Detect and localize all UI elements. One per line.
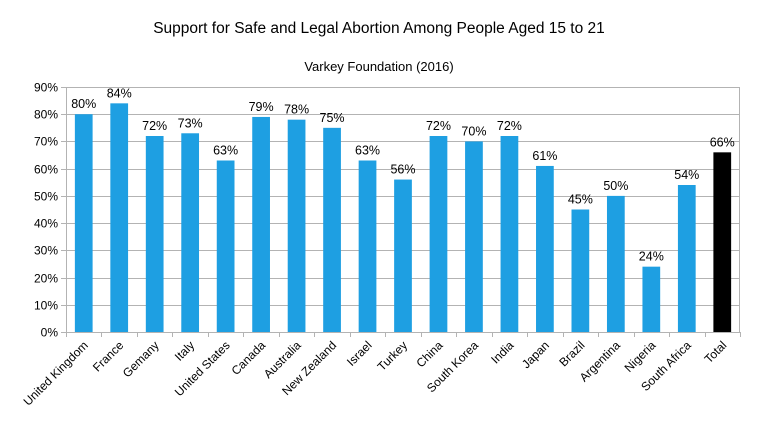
data-label: 73% [178, 116, 203, 130]
x-tick-label: China [414, 338, 446, 370]
bar [429, 136, 448, 332]
data-label: 50% [603, 179, 628, 193]
y-tick-label: 50% [34, 190, 58, 204]
bar [74, 114, 93, 332]
data-label: 72% [426, 119, 451, 133]
y-tick-label: 70% [34, 135, 58, 149]
bar [110, 103, 129, 332]
x-tick-label: Italy [172, 338, 197, 363]
data-label: 72% [497, 119, 522, 133]
data-label: 80% [71, 97, 96, 111]
x-tick-label: India [488, 338, 517, 367]
bar [500, 136, 519, 332]
x-tick-label: Israel [344, 338, 375, 369]
data-label: 54% [674, 168, 699, 182]
bar [677, 185, 696, 332]
y-tick-label: 0% [41, 326, 59, 340]
data-label: 79% [249, 100, 274, 114]
data-labels: 80% 84% 72% 73% 63% 79% 78% 75% 63% 56% 72% 70% 72% 6… [71, 86, 735, 263]
y-tick-label: 60% [34, 163, 58, 177]
chart-subtitle: Varkey Foundation (2016) [304, 59, 453, 74]
bar [181, 133, 200, 332]
bars [74, 103, 732, 333]
data-label: 78% [284, 103, 309, 117]
x-tick-label: Total [702, 338, 730, 366]
bar [465, 141, 483, 332]
x-tick-label: Turkey [375, 338, 411, 374]
data-label: 84% [107, 86, 132, 100]
bar [358, 160, 377, 332]
y-tick-label: 80% [34, 108, 58, 122]
y-tick-label: 30% [34, 244, 58, 258]
x-tick-label: Gemany [120, 338, 162, 380]
data-label: 63% [213, 144, 238, 158]
data-label: 66% [710, 135, 735, 149]
y-tick-label: 90% [34, 81, 58, 95]
bar [145, 136, 164, 332]
data-label: 61% [532, 149, 557, 163]
y-tick-label: 40% [34, 217, 58, 231]
bar [216, 160, 235, 332]
data-label: 24% [639, 250, 664, 264]
y-tick-label: 20% [34, 272, 58, 286]
bar [606, 195, 625, 332]
data-label: 45% [568, 193, 593, 207]
data-label: 70% [461, 124, 486, 138]
bar [642, 266, 661, 332]
bar [252, 116, 270, 332]
bar [287, 119, 306, 333]
data-label: 72% [142, 119, 167, 133]
x-tick-label: Brazil [556, 338, 587, 369]
y-tick-label: 10% [34, 299, 58, 313]
chart-title: Support for Safe and Legal Abortion Amon… [153, 20, 605, 37]
data-label: 63% [355, 144, 380, 158]
data-label: 56% [390, 163, 415, 177]
bar [536, 165, 554, 332]
bar [394, 179, 412, 332]
bar [323, 127, 341, 332]
bar [713, 152, 732, 332]
data-label: 75% [320, 111, 345, 125]
y-axis-ticks: 0% 10% 20% 30% 40% 50% 60% 70% 80% 90% [34, 81, 58, 340]
x-tick-label: United Kingdom [21, 338, 91, 408]
bar [571, 209, 590, 332]
x-tick-label: Japan [519, 338, 552, 371]
